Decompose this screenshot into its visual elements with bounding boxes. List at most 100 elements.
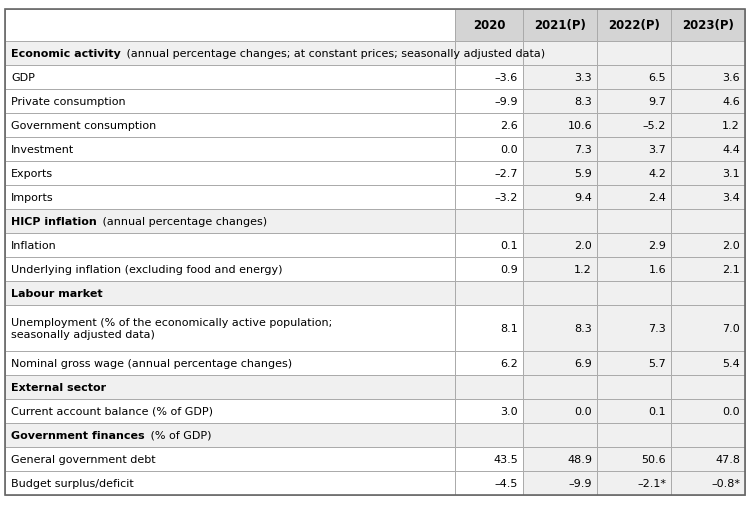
Text: 3.1: 3.1 [722,169,740,179]
Text: 3.0: 3.0 [500,406,518,416]
Text: 3.7: 3.7 [648,145,666,155]
Bar [597,306,671,351]
Bar [597,42,671,66]
Text: 2.0: 2.0 [574,240,592,250]
Text: 0.0: 0.0 [500,145,518,155]
Bar [455,210,523,233]
Text: Inflation: Inflation [11,240,57,250]
Bar [671,114,745,138]
Text: 7.0: 7.0 [722,323,740,333]
Bar [5,281,455,306]
Bar [597,399,671,423]
Text: 9.7: 9.7 [648,97,666,107]
Bar [671,10,745,42]
Bar [597,447,671,471]
Bar [455,10,523,42]
Text: 3.6: 3.6 [722,73,740,83]
Bar [455,399,523,423]
Bar [523,447,597,471]
Text: 1.2: 1.2 [722,121,740,131]
Bar [523,423,597,447]
Text: External sector: External sector [11,382,106,392]
Text: 2021(P): 2021(P) [534,20,586,32]
Bar [5,351,455,375]
Bar [455,447,523,471]
Bar [597,10,671,42]
Text: 2.0: 2.0 [722,240,740,250]
Bar [455,306,523,351]
Bar [455,186,523,210]
Bar [5,447,455,471]
Text: (% of GDP): (% of GDP) [147,430,211,440]
Text: –9.9: –9.9 [568,478,592,488]
Bar [455,351,523,375]
Text: 6.5: 6.5 [648,73,666,83]
Text: Budget surplus/deficit: Budget surplus/deficit [11,478,134,488]
Bar [523,281,597,306]
Text: 4.6: 4.6 [722,97,740,107]
Bar [523,42,597,66]
Text: 1.6: 1.6 [648,265,666,274]
Text: –5.2: –5.2 [643,121,666,131]
Bar [671,138,745,162]
Text: Exports: Exports [11,169,53,179]
Bar [671,375,745,399]
Bar [671,306,745,351]
Bar [523,258,597,281]
Text: –4.5: –4.5 [495,478,518,488]
Text: 2020: 2020 [472,20,506,32]
Bar [597,375,671,399]
Text: 7.3: 7.3 [574,145,592,155]
Bar [671,162,745,186]
Text: 47.8: 47.8 [715,454,740,464]
Text: Labour market: Labour market [11,288,103,298]
Text: 0.9: 0.9 [500,265,518,274]
Text: 2.4: 2.4 [648,192,666,203]
Bar [523,233,597,258]
Bar [523,66,597,90]
Bar [671,186,745,210]
Text: (annual percentage changes): (annual percentage changes) [99,217,267,227]
Bar [455,233,523,258]
Bar [455,42,523,66]
Bar [455,258,523,281]
Bar [5,375,455,399]
Text: 4.4: 4.4 [722,145,740,155]
Bar [5,162,455,186]
Bar [597,471,671,495]
Text: –3.2: –3.2 [495,192,518,203]
Text: Government finances: Government finances [11,430,145,440]
Text: 5.4: 5.4 [722,358,740,368]
Bar [455,138,523,162]
Bar [671,423,745,447]
Bar [523,114,597,138]
Text: 2.1: 2.1 [722,265,740,274]
Bar [671,90,745,114]
Text: 5.7: 5.7 [648,358,666,368]
Text: Current account balance (% of GDP): Current account balance (% of GDP) [11,406,213,416]
Bar [597,423,671,447]
Bar [523,351,597,375]
Text: 3.4: 3.4 [722,192,740,203]
Bar [523,399,597,423]
Bar [5,258,455,281]
Bar [671,281,745,306]
Text: Private consumption: Private consumption [11,97,125,107]
Text: 43.5: 43.5 [494,454,518,464]
Text: 10.6: 10.6 [567,121,592,131]
Text: –2.7: –2.7 [494,169,518,179]
Bar [523,210,597,233]
Bar [523,90,597,114]
Text: General government debt: General government debt [11,454,156,464]
Text: Underlying inflation (excluding food and energy): Underlying inflation (excluding food and… [11,265,283,274]
Bar [5,90,455,114]
Text: Imports: Imports [11,192,54,203]
Text: 48.9: 48.9 [567,454,592,464]
Text: 0.0: 0.0 [574,406,592,416]
Bar [597,258,671,281]
Bar [523,471,597,495]
Text: –3.6: –3.6 [495,73,518,83]
Text: 6.9: 6.9 [574,358,592,368]
Bar [5,42,455,66]
Text: 6.2: 6.2 [500,358,518,368]
